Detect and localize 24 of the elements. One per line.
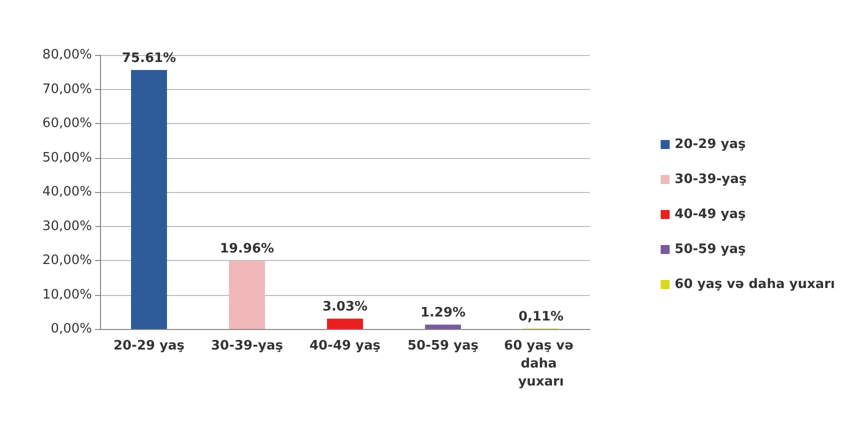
y-tick-label: 30,00% [42,218,92,234]
y-tick-label: 60,00% [42,116,92,131]
legend-label: 20-29 yaş [674,137,746,152]
y-tick-label: 40,00% [42,184,92,200]
x-tick-label: 60 yaş və daha yuxarı [504,338,578,390]
y-tick-label: 50,00% [42,150,92,166]
legend-label: 30-39-yaş [674,172,747,187]
x-tick-label: 40-49 yaş [309,338,381,354]
x-tick-label: 20-29 yaş [113,338,185,354]
data-label: 3.03% [322,300,368,315]
y-tick-label: 0,00% [50,322,92,336]
y-tick-label: 70,00% [42,82,92,97]
legend-label: 40-49 yaş [674,207,746,222]
x-tick-label: 50-59 yaş [407,338,479,354]
y-tick-label: 10,00% [42,287,92,302]
data-label: 75.61% [122,51,176,66]
y-tick-label: 80,00% [42,48,92,62]
x-tick-label: 30-39-yaş [211,338,284,354]
legend-label: 50-59 yaş [674,242,746,257]
y-tick-label: 20,00% [42,253,92,268]
legend-label: 60 yaş və daha yuxarı [674,277,836,292]
data-label: 1.29% [420,306,466,321]
data-label: 0,11% [518,310,564,325]
data-label: 19.96% [220,242,274,257]
